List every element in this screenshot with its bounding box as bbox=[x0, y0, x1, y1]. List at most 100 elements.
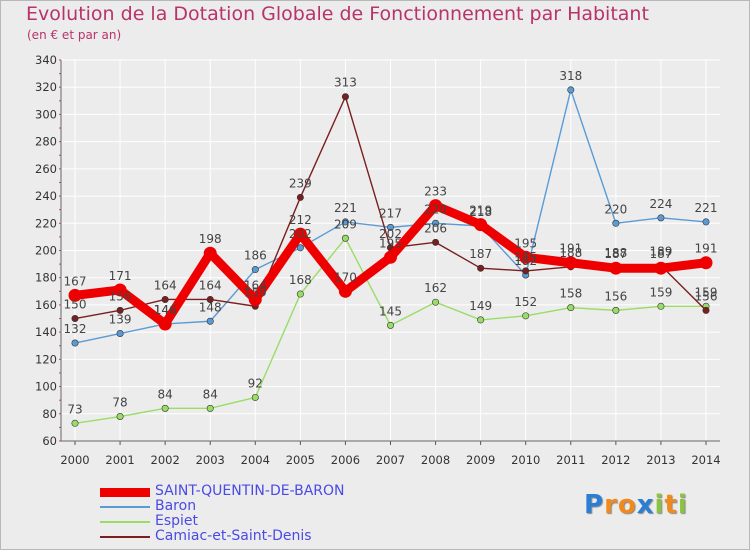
x-tick-label: 2005 bbox=[286, 453, 315, 467]
logo-letter: i bbox=[677, 490, 688, 520]
data-label: 218 bbox=[469, 205, 492, 219]
data-label: 159 bbox=[649, 285, 672, 299]
chart-subtitle: (en € et par an) bbox=[27, 28, 122, 42]
y-tick-label: 340 bbox=[35, 53, 57, 67]
y-tick-label: 280 bbox=[35, 135, 57, 149]
data-label: 132 bbox=[64, 322, 87, 336]
data-label: 198 bbox=[199, 232, 222, 246]
data-point bbox=[474, 218, 488, 232]
data-label: 186 bbox=[244, 249, 267, 263]
data-label: 185 bbox=[514, 250, 537, 264]
data-point bbox=[341, 234, 349, 242]
data-point bbox=[71, 339, 79, 347]
data-point bbox=[432, 298, 440, 306]
logo-letter: x bbox=[636, 490, 655, 520]
x-tick-label: 2011 bbox=[556, 453, 585, 467]
data-label: 164 bbox=[199, 278, 222, 292]
chart-title: Evolution de la Dotation Globale de Fonc… bbox=[26, 3, 649, 25]
data-point bbox=[522, 312, 530, 320]
data-label: 233 bbox=[424, 185, 447, 199]
data-label: 212 bbox=[289, 213, 312, 227]
data-label: 191 bbox=[559, 242, 582, 256]
data-label: 168 bbox=[289, 273, 312, 287]
axes: 60 80 100 120 140 160 180 200 220 240 260 280 300 320… bbox=[35, 53, 721, 467]
data-label: 84 bbox=[158, 387, 173, 401]
data-point bbox=[341, 218, 349, 226]
legend-swatch bbox=[100, 521, 150, 523]
data-label: 209 bbox=[334, 217, 357, 231]
data-point bbox=[116, 306, 124, 314]
x-tick-label: 2012 bbox=[601, 453, 630, 467]
data-point bbox=[657, 214, 665, 222]
x-tick-label: 2002 bbox=[151, 453, 180, 467]
y-tick-label: 180 bbox=[35, 271, 57, 285]
data-point bbox=[251, 266, 259, 274]
data-label: 195 bbox=[379, 236, 402, 250]
data-point bbox=[116, 413, 124, 421]
proxiti-logo: Proxiti bbox=[584, 490, 688, 520]
x-tick-label: 2009 bbox=[466, 453, 495, 467]
data-point bbox=[206, 404, 214, 412]
legend-label: Baron bbox=[155, 498, 197, 514]
data-label: 182 bbox=[514, 254, 537, 268]
data-label: 187 bbox=[649, 247, 672, 261]
data-label: 219 bbox=[469, 204, 492, 218]
data-label: 148 bbox=[199, 300, 222, 314]
y-tick-label: 160 bbox=[35, 298, 57, 312]
data-point bbox=[158, 317, 172, 331]
data-point bbox=[567, 86, 575, 94]
data-point bbox=[699, 256, 713, 270]
data-label: 188 bbox=[559, 246, 582, 260]
series-layer bbox=[68, 86, 713, 427]
data-point bbox=[161, 295, 169, 303]
x-tick-label: 2000 bbox=[60, 453, 89, 467]
logo-letter: o bbox=[617, 490, 637, 520]
data-point bbox=[386, 223, 394, 231]
logo-letter: P bbox=[584, 490, 605, 520]
legend-swatch bbox=[100, 506, 150, 508]
data-label: 149 bbox=[469, 299, 492, 313]
data-point bbox=[429, 199, 443, 213]
legend-swatch bbox=[100, 536, 150, 538]
data-point bbox=[384, 250, 397, 264]
data-label: 146 bbox=[154, 303, 177, 317]
data-point bbox=[68, 288, 82, 302]
data-label: 156 bbox=[695, 289, 718, 303]
data-label: 146 bbox=[154, 303, 177, 317]
data-label: 167 bbox=[64, 274, 87, 288]
data-point bbox=[432, 238, 440, 246]
y-tick-label: 320 bbox=[35, 80, 57, 94]
x-tick-label: 2013 bbox=[646, 453, 675, 467]
data-label: 224 bbox=[649, 197, 672, 211]
data-label: 239 bbox=[289, 176, 312, 190]
data-label: 152 bbox=[514, 295, 537, 309]
legend-label: Camiac-et-Saint-Denis bbox=[155, 528, 312, 544]
data-label: 187 bbox=[604, 247, 627, 261]
data-label: 202 bbox=[379, 227, 402, 241]
y-tick-label: 240 bbox=[35, 189, 57, 203]
data-label: 164 bbox=[154, 278, 177, 292]
data-point bbox=[293, 227, 307, 241]
data-label: 159 bbox=[244, 285, 267, 299]
data-point bbox=[203, 246, 217, 260]
data-point bbox=[612, 306, 620, 314]
data-point bbox=[206, 295, 214, 303]
y-tick-label: 260 bbox=[35, 162, 57, 176]
x-tick-label: 2001 bbox=[105, 453, 134, 467]
data-point bbox=[386, 321, 394, 329]
y-tick-label: 60 bbox=[42, 434, 57, 448]
data-point bbox=[206, 317, 214, 325]
data-point bbox=[296, 290, 304, 298]
y-tick-label: 100 bbox=[35, 380, 57, 394]
y-tick-label: 300 bbox=[35, 107, 57, 121]
data-label: 73 bbox=[67, 402, 82, 416]
data-point bbox=[477, 264, 485, 272]
data-point bbox=[564, 256, 578, 270]
data-point bbox=[612, 219, 620, 227]
data-point bbox=[296, 193, 304, 201]
y-tick-label: 220 bbox=[35, 216, 57, 230]
data-point bbox=[702, 306, 710, 314]
x-tick-label: 2006 bbox=[331, 453, 360, 467]
logo-letter: r bbox=[604, 490, 618, 520]
